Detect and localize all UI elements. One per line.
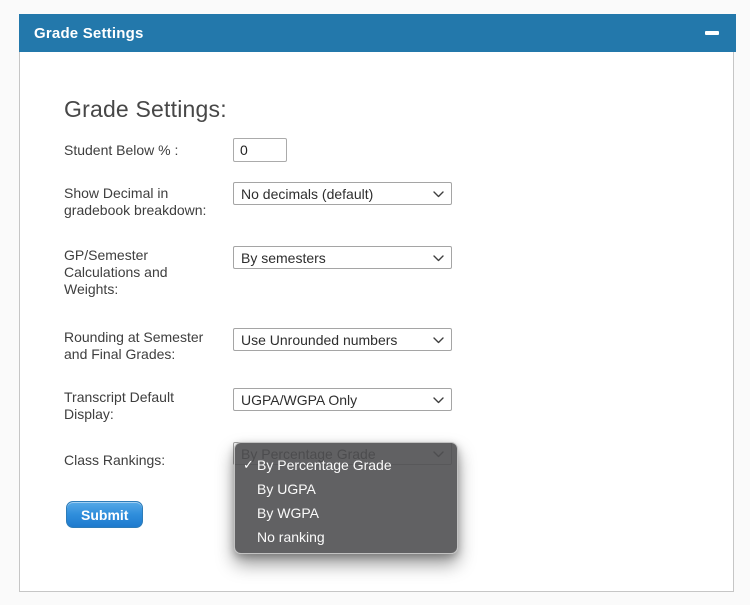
grade-settings-panel: Grade Settings Grade Settings: Student B… <box>19 14 736 592</box>
submit-button[interactable]: Submit <box>66 501 144 528</box>
rounding-select[interactable]: Use Unrounded numbers <box>233 328 452 351</box>
gp-semester-select[interactable]: By semesters <box>233 246 452 269</box>
class-rankings-menu: ✓ By Percentage Grade By UGPA By WGPA No… <box>234 442 458 554</box>
checkmark-icon: ✓ <box>243 457 254 472</box>
minus-icon <box>705 31 719 35</box>
student-below-input[interactable] <box>233 138 287 162</box>
menu-item-by-wgpa[interactable]: By WGPA <box>235 501 457 525</box>
page-heading: Grade Settings: <box>64 96 227 122</box>
menu-item-no-ranking[interactable]: No ranking <box>235 525 457 549</box>
menu-item-label: By WGPA <box>257 505 319 521</box>
collapse-button[interactable] <box>703 24 721 42</box>
show-decimal-select-wrap: No decimals (default) <box>233 182 452 205</box>
field-label-student-below: Student Below % : <box>64 142 179 158</box>
field-label-gp-semester: GP/Semester Calculations and Weights: <box>64 247 168 297</box>
show-decimal-select[interactable]: No decimals (default) <box>233 182 452 205</box>
menu-item-label: By Percentage Grade <box>257 457 392 473</box>
gp-semester-select-wrap: By semesters <box>233 246 452 269</box>
menu-item-by-percentage-grade[interactable]: ✓ By Percentage Grade <box>235 453 457 477</box>
field-label-transcript-display: Transcript Default Display: <box>64 389 174 422</box>
menu-item-by-ugpa[interactable]: By UGPA <box>235 477 457 501</box>
field-label-rounding: Rounding at Semester and Final Grades: <box>64 329 204 362</box>
field-label-show-decimal: Show Decimal in gradebook breakdown: <box>64 185 207 218</box>
menu-item-label: By UGPA <box>257 481 316 497</box>
rounding-select-wrap: Use Unrounded numbers <box>233 328 452 351</box>
panel-title: Grade Settings <box>34 24 144 42</box>
panel-header: Grade Settings <box>19 14 736 52</box>
menu-item-label: No ranking <box>257 529 325 545</box>
transcript-display-select[interactable]: UGPA/WGPA Only <box>233 388 452 411</box>
field-label-class-rankings: Class Rankings: <box>64 452 166 468</box>
transcript-display-select-wrap: UGPA/WGPA Only <box>233 388 452 411</box>
